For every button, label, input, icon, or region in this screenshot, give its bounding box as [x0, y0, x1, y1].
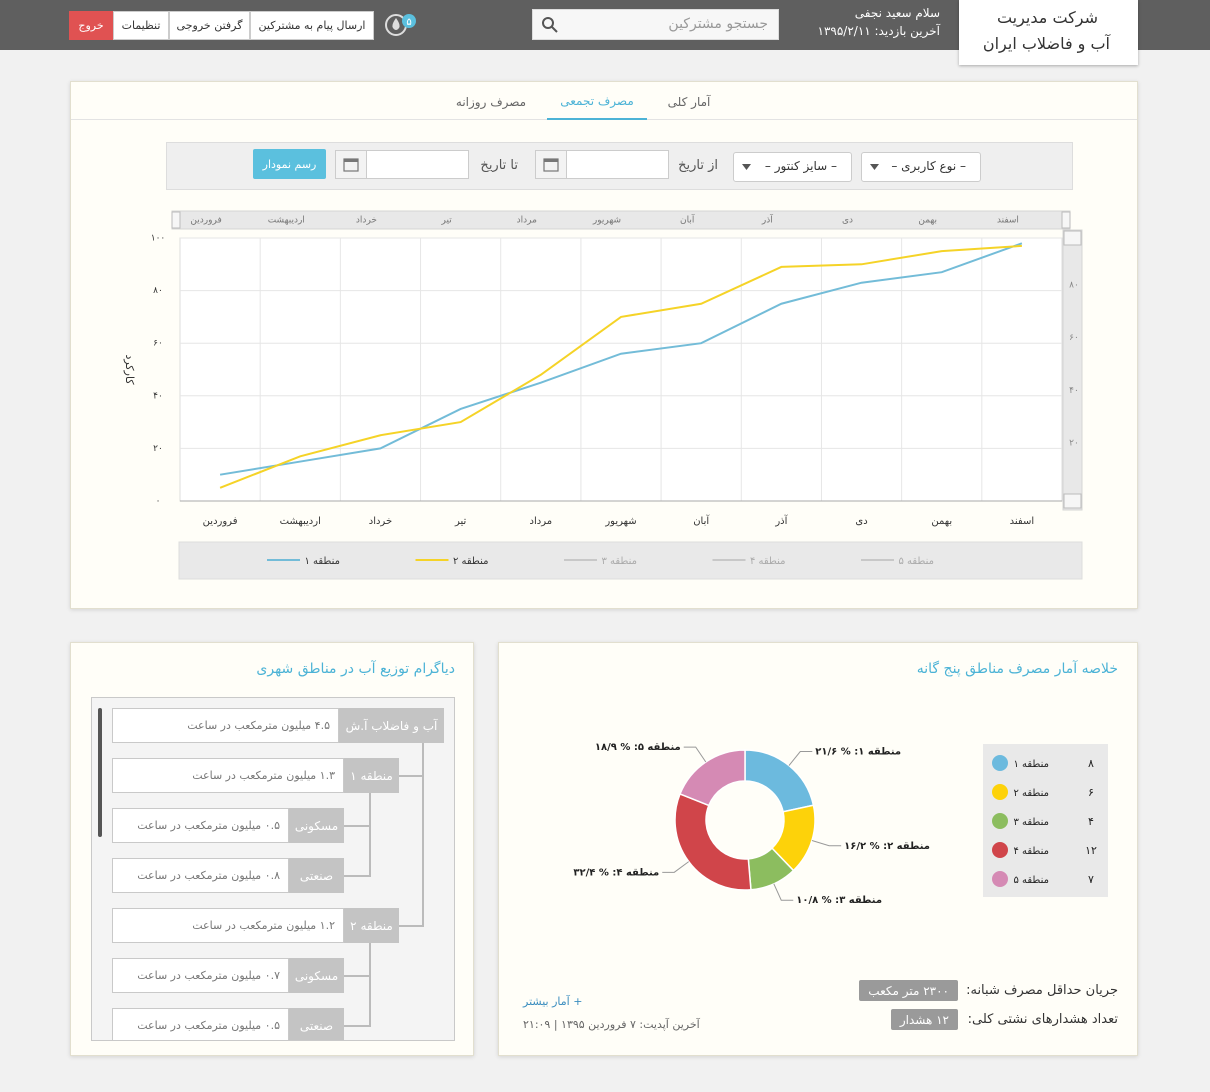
- more-link[interactable]: + آمار بیشتر: [523, 995, 583, 1008]
- connector: [344, 825, 371, 827]
- header-button[interactable]: گرفتن خروجی: [169, 11, 250, 40]
- node-value: ۱.۳ میلیون مترمکعب در ساعت: [112, 758, 344, 793]
- node-label: صنعتی: [289, 858, 344, 893]
- node-value: ۰.۵ میلیون مترمکعب در ساعت: [112, 1008, 289, 1040]
- connector: [422, 742, 424, 926]
- to-label: تا تاریخ: [480, 158, 518, 173]
- badge-count: ۵: [406, 17, 411, 28]
- connector: [344, 975, 371, 977]
- select-arrow: [742, 164, 751, 170]
- company-box: شرکت مدیریت آب و فاضلاب ایران: [959, 0, 1138, 65]
- greeting: سلام سعید نجفی: [854, 6, 940, 20]
- arrow: [870, 164, 879, 170]
- badge: [402, 14, 416, 28]
- pie-title: خلاصه آمار مصرف مناطق پنج گانه: [916, 661, 1118, 677]
- select-text: – نوع کاربری –: [891, 159, 966, 173]
- search-icon-handle: [551, 26, 558, 33]
- connector: [369, 942, 371, 1026]
- company-name: آب و فاضلاب ایران: [982, 34, 1110, 53]
- arrow: [742, 164, 751, 170]
- tab[interactable]: مصرف تجمعی: [547, 84, 647, 120]
- connector: [344, 1025, 371, 1027]
- calendar-icon: [543, 158, 559, 172]
- tab[interactable]: آمار کلی: [667, 95, 711, 109]
- connector: [399, 775, 424, 777]
- user-type-select[interactable]: – نوع کاربری –: [861, 152, 981, 182]
- search-placeholder: جستجو مشترکین: [668, 16, 768, 32]
- last-update: آخرین آپدیت: ۷ فروردین ۱۳۹۵ | ۲۱:۰۹: [523, 1018, 700, 1031]
- notification-icon: ۵: [385, 14, 416, 36]
- draw-button[interactable]: رسم نمودار: [253, 149, 326, 179]
- select-text: – سایز کنتور –: [764, 159, 837, 173]
- company-name: شرکت مدیریت: [996, 8, 1098, 27]
- from-label: از تاریخ: [678, 158, 718, 173]
- node-label: منطقه ۱: [344, 758, 399, 793]
- calendar-icon: [343, 158, 359, 172]
- tree-title: دیاگرام توزیع آب در مناطق شهری: [256, 661, 455, 677]
- search-icon: [542, 17, 558, 33]
- connector: [399, 925, 424, 927]
- calendar-button[interactable]: [536, 151, 567, 178]
- scrollbar[interactable]: [98, 708, 102, 837]
- tree-box: ۴.۵ میلیون مترمکعب در ساعت آب و فاضلاب آ.…: [91, 697, 455, 1041]
- node-label: آب و فاضلاب آ.ش: [339, 708, 444, 743]
- header-button[interactable]: تنظیمات: [113, 11, 169, 40]
- calendar-button[interactable]: [336, 151, 367, 178]
- summary-label: تعداد هشدارهای نشتی کلی:: [967, 1012, 1118, 1027]
- logout-button[interactable]: خروج: [69, 11, 113, 40]
- date-input[interactable]: [535, 150, 669, 179]
- node-value: ۰.۵ میلیون مترمکعب در ساعت: [112, 808, 289, 843]
- node-label: مسکونی: [289, 958, 344, 993]
- last-visit: آخرین بازدید: ۱۳۹۵/۲/۱۱: [817, 24, 941, 38]
- search-icon-ring: [542, 17, 554, 29]
- node-label: صنعتی: [289, 1008, 344, 1040]
- select-arrow: [870, 164, 879, 170]
- node-value: ۱.۲ میلیون مترمکعب در ساعت: [112, 908, 344, 943]
- summary-badge: ۱۲ هشدار: [890, 1009, 958, 1030]
- node-value: ۰.۷ میلیون مترمکعب در ساعت: [112, 958, 289, 993]
- node-value: ۰.۸ میلیون مترمکعب در ساعت: [112, 858, 289, 893]
- connector: [369, 792, 371, 876]
- node-label: منطقه ۲: [344, 908, 399, 943]
- header-button[interactable]: ارسال پیام به مشترکین: [250, 11, 374, 40]
- summary-label: جریان حداقل مصرف شبانه:: [966, 983, 1118, 998]
- date-input[interactable]: [335, 150, 469, 179]
- icon-drop: [392, 18, 400, 30]
- cal-top: [344, 159, 358, 162]
- node-label: مسکونی: [289, 808, 344, 843]
- connector: [344, 875, 371, 877]
- node-value: ۴.۵ میلیون مترمکعب در ساعت: [112, 708, 339, 743]
- cal-top: [544, 159, 558, 162]
- search-box[interactable]: جستجو مشترکین: [532, 9, 779, 40]
- meter-size-select[interactable]: – سایز کنتور –: [733, 152, 852, 182]
- summary-badge: ۲۳۰۰ متر مکعب: [859, 980, 958, 1001]
- tab[interactable]: مصرف روزانه: [455, 95, 527, 109]
